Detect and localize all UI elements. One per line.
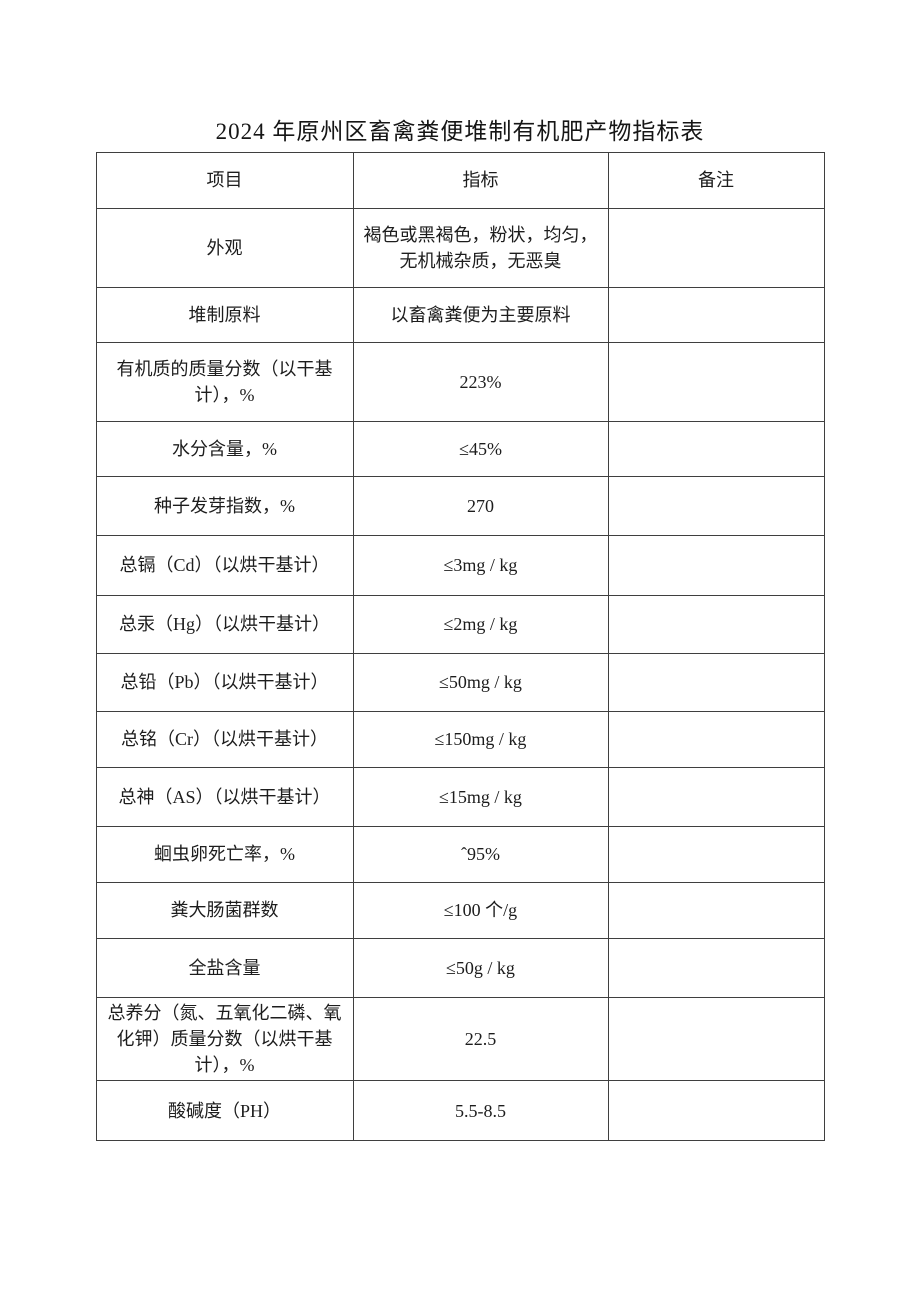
row-item-cell: 有机质的质量分数（以干基 计），% — [95, 342, 354, 422]
table-row: 总镉（Cd）（以烘干基计） ≤3mg / kg — [95, 535, 825, 596]
row-value-cell: ≤50g / kg — [352, 938, 609, 998]
table-row: 有机质的质量分数（以干基 计），% 223% — [95, 342, 825, 422]
row-note-cell — [607, 595, 825, 654]
indicator-table: 项目 指标 备注 外观 褐色或黑褐色，粉状，均匀， 无机械杂质，无恶臭 堆制原料… — [95, 152, 825, 1142]
row-note-cell — [607, 342, 825, 422]
row-note-cell — [607, 1080, 825, 1142]
row-item-cell: 堆制原料 — [95, 287, 354, 343]
row-value-cell: 褐色或黑褐色，粉状，均匀， 无机械杂质，无恶臭 — [352, 208, 609, 288]
row-value-cell: 以畜禽粪便为主要原料 — [352, 287, 609, 343]
row-note-cell — [607, 535, 825, 596]
row-value-cell: ≤15mg / kg — [352, 767, 609, 827]
table-row: 酸碱度（PH） 5.5-8.5 — [95, 1080, 825, 1142]
table-row: 总汞（Hg）（以烘干基计） ≤2mg / kg — [95, 595, 825, 654]
row-note-cell — [607, 711, 825, 768]
row-item-cell: 全盐含量 — [95, 938, 354, 998]
row-value-cell: ≤2mg / kg — [352, 595, 609, 654]
table-row: 粪大肠菌群数 ≤100 个/g — [95, 882, 825, 939]
header-item: 项目 — [95, 152, 354, 209]
page-title: 2024 年原州区畜禽粪便堆制有机肥产物指标表 — [215, 119, 705, 144]
row-item-cell: 种子发芽指数，% — [95, 476, 354, 536]
row-value-cell: ≤150mg / kg — [352, 711, 609, 768]
row-value-cell: 5.5-8.5 — [352, 1080, 609, 1142]
row-item-cell: 总养分（氮、五氧化二磷、氧 化钾）质量分数（以烘干基 计），% — [95, 996, 354, 1082]
row-note-cell — [607, 826, 825, 883]
row-note-cell — [607, 208, 825, 288]
row-note-cell — [607, 653, 825, 712]
row-note-cell — [607, 938, 825, 998]
row-value-cell: ≤3mg / kg — [352, 535, 609, 596]
row-item-cell: 水分含量，% — [95, 421, 354, 477]
row-note-cell — [607, 476, 825, 536]
row-item-cell: 酸碱度（PH） — [95, 1080, 354, 1142]
row-value-cell: ≤50mg / kg — [352, 653, 609, 712]
table-row: 堆制原料 以畜禽粪便为主要原料 — [95, 287, 825, 343]
row-value-cell: 223% — [352, 342, 609, 422]
row-item-cell: 总镉（Cd）（以烘干基计） — [95, 535, 354, 596]
header-note: 备注 — [607, 152, 825, 209]
row-value-cell: ≤100 个/g — [352, 882, 609, 939]
row-value-cell: ≤45% — [352, 421, 609, 477]
row-value-cell: 270 — [352, 476, 609, 536]
table-row: 总养分（氮、五氧化二磷、氧 化钾）质量分数（以烘干基 计），% 22.5 — [95, 996, 825, 1082]
row-item-cell: 总汞（Hg）（以烘干基计） — [95, 595, 354, 654]
table-header-row: 项目 指标 备注 — [95, 152, 825, 209]
row-item-cell: 总铭（Cr）（以烘干基计） — [95, 711, 354, 768]
table-row: 总铅（Pb）（以烘干基计） ≤50mg / kg — [95, 653, 825, 712]
row-item-cell: 蛔虫卵死亡率，% — [95, 826, 354, 883]
table-row: 外观 褐色或黑褐色，粉状，均匀， 无机械杂质，无恶臭 — [95, 208, 825, 288]
table-row: 蛔虫卵死亡率，% ˆ95% — [95, 826, 825, 883]
table-row: 总铭（Cr）（以烘干基计） ≤150mg / kg — [95, 711, 825, 768]
row-item-cell: 粪大肠菌群数 — [95, 882, 354, 939]
row-value-cell: ˆ95% — [352, 826, 609, 883]
header-indicator: 指标 — [352, 152, 609, 209]
table-row: 水分含量，% ≤45% — [95, 421, 825, 477]
row-item-cell: 总铅（Pb）（以烘干基计） — [95, 653, 354, 712]
row-item-cell: 总神（AS）（以烘干基计） — [95, 767, 354, 827]
table-row: 总神（AS）（以烘干基计） ≤15mg / kg — [95, 767, 825, 827]
row-note-cell — [607, 287, 825, 343]
table-row: 种子发芽指数，% 270 — [95, 476, 825, 536]
row-value-cell: 22.5 — [352, 996, 609, 1082]
row-note-cell — [607, 882, 825, 939]
row-note-cell — [607, 996, 825, 1082]
table-row: 全盐含量 ≤50g / kg — [95, 938, 825, 998]
row-item-cell: 外观 — [95, 208, 354, 288]
row-note-cell — [607, 767, 825, 827]
row-note-cell — [607, 421, 825, 477]
